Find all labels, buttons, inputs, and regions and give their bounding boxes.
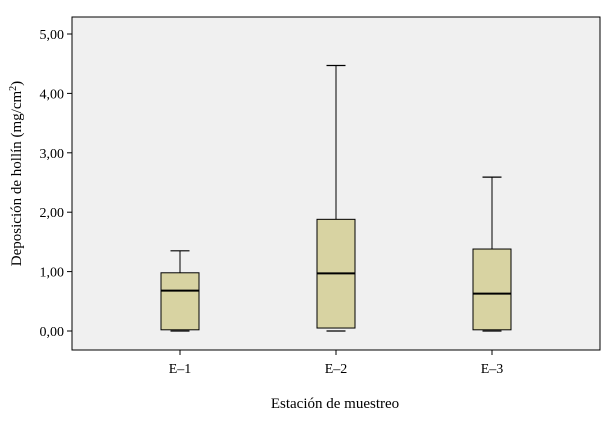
- y-tick-label: 3,00: [40, 147, 65, 162]
- x-axis: E–1 E–2 E–3: [169, 350, 504, 377]
- y-axis-title-main: Deposición de hollín (mg/cm: [9, 90, 25, 266]
- box-2: [316, 64, 356, 332]
- boxes-group: [160, 64, 512, 332]
- y-tick-label: 0,00: [40, 325, 65, 340]
- iqr-box: [160, 272, 200, 331]
- x-tick-label: E–2: [325, 362, 348, 377]
- box-3: [472, 176, 512, 332]
- y-axis-title-end: ): [9, 81, 25, 86]
- y-tick-label: 2,00: [40, 206, 65, 221]
- y-axis: 0,00 1,00 2,00 3,00 4,00 5,00: [40, 28, 72, 340]
- x-tick-label: E–1: [169, 362, 192, 377]
- x-tick-label: E–3: [481, 362, 504, 377]
- y-axis-title-superscript: 2: [8, 86, 19, 91]
- y-tick-label: 4,00: [40, 87, 65, 102]
- iqr-box: [472, 248, 512, 331]
- y-tick-label: 1,00: [40, 266, 65, 281]
- x-axis-title: Estación de muestreo: [271, 396, 399, 412]
- box-1: [160, 250, 200, 332]
- y-axis-title: Deposición de hollín (mg/cm2): [8, 81, 26, 266]
- y-tick-label: 5,00: [40, 28, 65, 43]
